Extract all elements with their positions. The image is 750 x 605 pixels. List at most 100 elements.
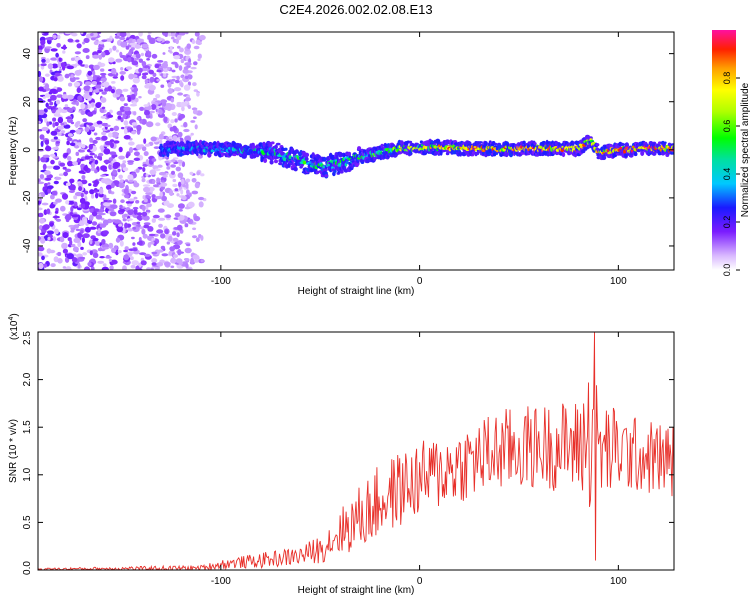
noise-speck — [158, 223, 163, 228]
noise-speck — [179, 113, 186, 119]
ridge-halo — [166, 151, 170, 158]
noise-speck — [149, 76, 155, 83]
snr-x-ticks: -100 0 100 — [211, 332, 627, 587]
noise-speck — [51, 106, 56, 110]
noise-speck — [102, 246, 109, 250]
noise-speck — [50, 194, 55, 200]
noise-speck — [57, 75, 64, 82]
noise-speck — [79, 197, 86, 204]
snr-y-ticks: 0.0 0.5 1.0 1.5 2.0 2.5 — [22, 331, 674, 575]
noise-speck — [119, 32, 127, 38]
spectrogram-frame — [37, 31, 675, 271]
noise-speck — [68, 190, 75, 193]
noise-speck — [185, 32, 189, 35]
noise-speck — [193, 215, 201, 222]
noise-speck — [55, 198, 62, 203]
noise-speck — [68, 82, 73, 87]
ridge-halo — [425, 143, 431, 147]
noise-speck — [117, 250, 122, 254]
noise-speck — [100, 72, 107, 76]
noise-speck — [163, 73, 167, 78]
ridge-core — [623, 149, 627, 154]
noise-speck — [63, 171, 68, 177]
noise-speck — [77, 59, 83, 65]
noise-speck — [124, 222, 128, 229]
noise-speck — [110, 142, 114, 149]
noise-speck — [132, 77, 140, 84]
noise-speck — [111, 247, 117, 253]
noise-speck — [99, 157, 103, 161]
noise-speck — [66, 94, 74, 100]
noise-speck — [181, 195, 187, 201]
noise-speck — [143, 224, 150, 229]
ridge-halo — [419, 140, 423, 144]
noise-speck — [190, 257, 195, 264]
noise-speck — [83, 93, 90, 99]
noise-speck — [108, 258, 112, 262]
noise-speck — [94, 159, 99, 165]
ridge-halo — [347, 151, 352, 157]
ridge-core — [329, 160, 335, 163]
noise-speck — [184, 223, 189, 228]
noise-speck — [156, 37, 163, 42]
noise-speck — [171, 159, 176, 163]
ridge-halo — [399, 140, 404, 145]
noise-speck — [153, 184, 159, 188]
ridge-halo — [394, 153, 398, 157]
noise-speck — [191, 178, 197, 183]
noise-speck — [38, 200, 42, 205]
snr-panel: -100 0 100 0.0 0.5 1.0 1.5 2.0 2.5 Height of st… — [8, 313, 675, 596]
noise-speck — [109, 127, 114, 132]
noise-speck — [66, 137, 73, 142]
noise-speck — [182, 68, 189, 74]
noise-speck — [147, 51, 152, 56]
noise-speck — [95, 192, 99, 199]
noise-speck — [186, 243, 191, 247]
noise-speck — [175, 258, 183, 264]
noise-speck — [89, 137, 93, 143]
noise-speck — [76, 142, 82, 146]
noise-speck — [100, 97, 107, 103]
noise-speck — [176, 193, 180, 197]
noise-speck — [192, 82, 197, 87]
noise-speck — [44, 139, 50, 145]
noise-speck — [99, 223, 107, 228]
noise-speck — [80, 192, 84, 198]
noise-speck — [160, 180, 165, 183]
noise-speck — [75, 100, 79, 106]
ridge-halo — [357, 146, 362, 151]
noise-speck — [92, 252, 99, 259]
noise-speck — [119, 71, 126, 75]
colorbar-tick-label: 0.6 — [722, 120, 732, 133]
noise-speck — [38, 45, 43, 50]
noise-speck — [128, 147, 134, 153]
noise-speck — [77, 182, 83, 188]
noise-speck — [187, 105, 191, 109]
noise-speck — [186, 189, 190, 195]
noise-speck — [84, 64, 89, 69]
noise-speck — [123, 254, 130, 261]
noise-speck — [113, 125, 120, 131]
noise-speck — [154, 168, 161, 172]
noise-speck — [54, 121, 59, 127]
noise-speck — [198, 201, 204, 208]
noise-speck — [44, 83, 50, 89]
noise-speck — [135, 200, 140, 204]
noise-speck — [73, 99, 77, 103]
ridge-halo — [339, 170, 344, 174]
ridge-halo — [335, 154, 339, 159]
noise-speck — [184, 247, 192, 254]
noise-speck — [41, 58, 46, 63]
noise-speck — [119, 179, 124, 183]
noise-speck — [59, 236, 65, 243]
noise-speck — [84, 81, 92, 86]
noise-speck — [168, 235, 173, 242]
noise-speck — [190, 132, 194, 136]
noise-speck — [195, 39, 201, 45]
noise-speck — [73, 237, 81, 243]
noise-speck — [148, 69, 154, 75]
noise-speck — [142, 233, 148, 239]
noise-speck — [160, 84, 165, 88]
ridge-halo — [338, 151, 343, 157]
